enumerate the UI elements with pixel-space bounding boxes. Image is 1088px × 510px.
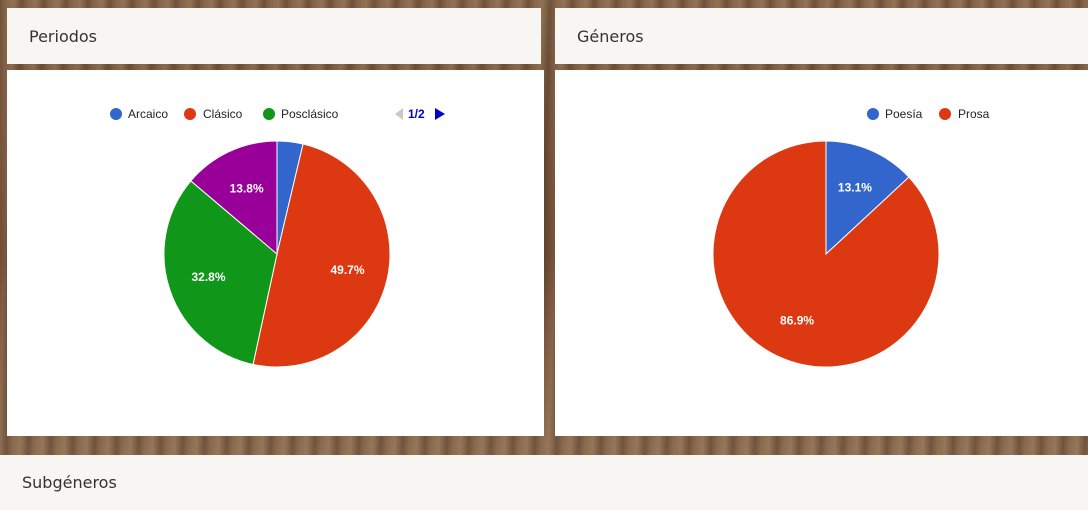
pie-slice-prosa[interactable] [712, 140, 940, 368]
slice-value-label: 49.7% [331, 263, 365, 277]
slice-value-label: 13.1% [838, 181, 872, 195]
slice-value-label: 32.8% [191, 270, 225, 284]
generos-chart-card: 13.1% 86.9% Poesía Prosa [555, 70, 1088, 436]
legend-label-posclasico[interactable]: Posclásico [281, 107, 339, 121]
legend-marker-arcaico [110, 108, 122, 120]
legend-marker-posclasico [263, 108, 275, 120]
legend-label-prosa[interactable]: Prosa [958, 107, 990, 121]
legend-page-indicator: 1/2 [408, 107, 425, 121]
pie-slice-clasico[interactable] [252, 143, 391, 368]
legend-prev-icon[interactable] [395, 108, 403, 120]
periodos-chart-card: 49.7% 32.8% 13.8% Arcaico Clásico Posclásico 1… [7, 70, 544, 436]
slice-value-label: 86.9% [780, 313, 814, 327]
periodos-pie-chart: 49.7% 32.8% 13.8% Arcaico Clásico Posclásico 1… [110, 107, 445, 368]
pie-slice-posclasico[interactable] [163, 180, 278, 366]
legend-marker-prosa [939, 108, 951, 120]
generos-header: Géneros [555, 8, 1088, 64]
slice-value-label: 13.8% [230, 181, 264, 195]
legend-label-arcaico[interactable]: Arcaico [128, 107, 168, 121]
generos-pie-chart: 13.1% 86.9% Poesía Prosa [712, 107, 990, 368]
periodos-title: Periodos [29, 26, 98, 46]
pie-slice-other[interactable] [190, 140, 278, 256]
legend-label-poesia[interactable]: Poesía [885, 107, 923, 121]
legend-next-icon[interactable] [435, 108, 445, 120]
legend-label-clasico[interactable]: Clásico [203, 107, 243, 121]
generos-title: Géneros [577, 26, 644, 46]
legend-marker-poesia [867, 108, 879, 120]
legend-marker-clasico [184, 108, 196, 120]
periodos-header: Periodos [7, 8, 541, 64]
pie-slice-poesia[interactable] [825, 140, 910, 256]
subgeneros-header: Subgéneros [0, 455, 1088, 510]
subgeneros-title: Subgéneros [22, 473, 117, 492]
